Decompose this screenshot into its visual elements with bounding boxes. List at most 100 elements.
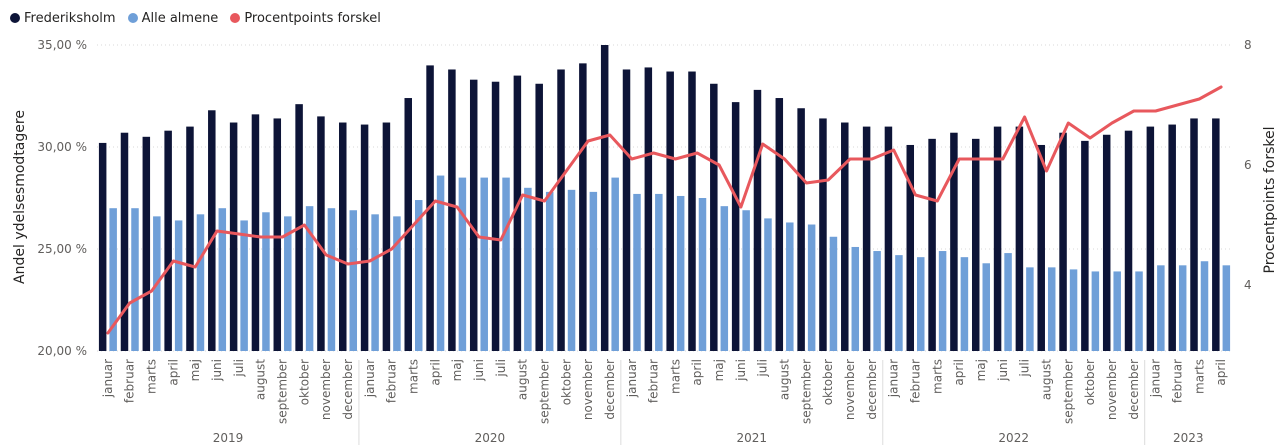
bar-frederiksholm [753, 89, 762, 351]
difference-line-layer [106, 85, 1223, 335]
x-tick-label: februar [385, 359, 399, 403]
bar-alle-almene [436, 175, 445, 351]
line-procentpoints-forskel [106, 85, 1223, 335]
x-tick-label: april [428, 359, 442, 386]
bar-frederiksholm [120, 132, 129, 351]
x-tick-label: september [799, 359, 813, 424]
x-tick-label: oktober [821, 359, 835, 405]
bar-frederiksholm [688, 71, 696, 352]
bar-alle-almene [851, 246, 860, 351]
x-tick-label: januar [1149, 359, 1163, 398]
x-tick-label: januar [625, 359, 639, 398]
x-tick-label: december [865, 359, 879, 420]
x-tick-label: februar [647, 359, 661, 403]
bar-alle-almene [960, 257, 969, 351]
bar-frederiksholm [98, 142, 107, 351]
bar-frederiksholm [229, 122, 238, 352]
bar-frederiksholm [993, 126, 1002, 351]
x-year-label: 2021 [737, 431, 768, 445]
x-tick-label: august [1040, 359, 1054, 400]
bar-alle-almene [414, 200, 423, 351]
x-tick-label: november [1105, 359, 1119, 420]
bar-frederiksholm [731, 102, 740, 352]
bar-alle-almene [1178, 265, 1187, 351]
bar-alle-almene [873, 251, 881, 351]
bar-alle-almene [938, 251, 947, 351]
x-tick-label: juni [472, 359, 486, 382]
bar-alle-almene [742, 210, 750, 351]
bar-frederiksholm [862, 126, 871, 351]
x-tick-label: august [254, 359, 268, 400]
x-tick-label: juli [1018, 359, 1032, 378]
bar-frederiksholm [382, 122, 391, 352]
x-tick-label: januar [363, 359, 377, 398]
x-tick-label: juli [232, 359, 246, 378]
bar-alle-almene [109, 208, 117, 351]
bar-alle-almene [786, 222, 794, 351]
bar-frederiksholm [513, 75, 522, 351]
bar-frederiksholm [841, 122, 849, 352]
y-tick-label: 25,00 % [37, 242, 87, 256]
x-tick-label: februar [123, 359, 137, 403]
bar-alle-almene [611, 177, 619, 351]
x-year-label: 2019 [213, 431, 244, 445]
bar-alle-almene [502, 177, 510, 351]
x-tick-label: september [1061, 359, 1075, 424]
legend-marker-procentpoints-forskel [230, 13, 241, 23]
y2-tick-label: 8 [1244, 38, 1252, 52]
x-tick-label: marts [930, 359, 944, 394]
bar-alle-almene [1113, 271, 1121, 351]
bar-alle-almene [1026, 267, 1034, 351]
bar-alle-almene [698, 198, 707, 351]
bar-alle-almene [1004, 253, 1012, 351]
bar-frederiksholm [208, 110, 216, 351]
y-axis-title-right: Procentpoints forskel [1262, 127, 1278, 274]
x-year-label: 2020 [475, 431, 506, 445]
x-tick-label: maj [974, 359, 988, 381]
bar-alle-almene [240, 220, 248, 351]
y-tick-label: 35,00 % [37, 38, 87, 52]
x-tick-label: juni [210, 359, 224, 382]
x-tick-label: juni [734, 359, 748, 382]
x-tick-label: juli [756, 359, 770, 378]
bar-frederiksholm [710, 83, 718, 351]
bar-alle-almene [371, 214, 379, 351]
bar-frederiksholm [579, 63, 587, 352]
bar-frederiksholm [404, 98, 412, 351]
bar-frederiksholm [1081, 140, 1089, 351]
bar-frederiksholm [360, 124, 369, 351]
bar-frederiksholm [186, 126, 194, 351]
bar-alle-almene [1091, 271, 1100, 351]
bar-frederiksholm [775, 98, 784, 351]
bar-alle-almene [196, 214, 205, 351]
x-tick-label: november [319, 359, 333, 420]
bar-frederiksholm [1059, 132, 1067, 351]
legend-item-frederiksholm[interactable]: Frederiksholm [10, 11, 116, 26]
x-tick-label: december [603, 359, 617, 420]
bar-alle-almene [1157, 265, 1165, 351]
bar-alle-almene [589, 191, 598, 351]
bar-frederiksholm [273, 118, 282, 351]
x-tick-label: januar [887, 359, 901, 398]
bar-alle-almene [720, 206, 729, 351]
bar-frederiksholm [1190, 118, 1198, 351]
bar-frederiksholm [622, 69, 631, 351]
x-tick-label: april [1214, 359, 1228, 386]
y-axis-left: 20,00 % 25,00 % 30,00 % 35,00 % [37, 38, 87, 358]
bar-frederiksholm [491, 81, 500, 351]
bar-frederiksholm [906, 144, 915, 351]
bar-frederiksholm [600, 45, 609, 351]
bar-alle-almene [393, 216, 401, 351]
bar-frederiksholm [1102, 134, 1111, 351]
legend-marker-alle-almene [127, 13, 138, 23]
bar-alle-almene [567, 189, 576, 351]
legend-item-procentpoints-forskel[interactable]: Procentpoints forskel [230, 11, 381, 26]
x-tick-label: marts [145, 359, 159, 394]
bar-alle-almene [982, 263, 990, 351]
bar-frederiksholm [1168, 124, 1176, 351]
legend-item-alle-almene[interactable]: Alle almene [127, 11, 218, 26]
y2-tick-label: 4 [1244, 278, 1252, 292]
x-tick-label: november [581, 359, 595, 420]
y-axis-right: 4 6 8 [1244, 38, 1252, 292]
x-tick-label: februar [1170, 359, 1184, 403]
